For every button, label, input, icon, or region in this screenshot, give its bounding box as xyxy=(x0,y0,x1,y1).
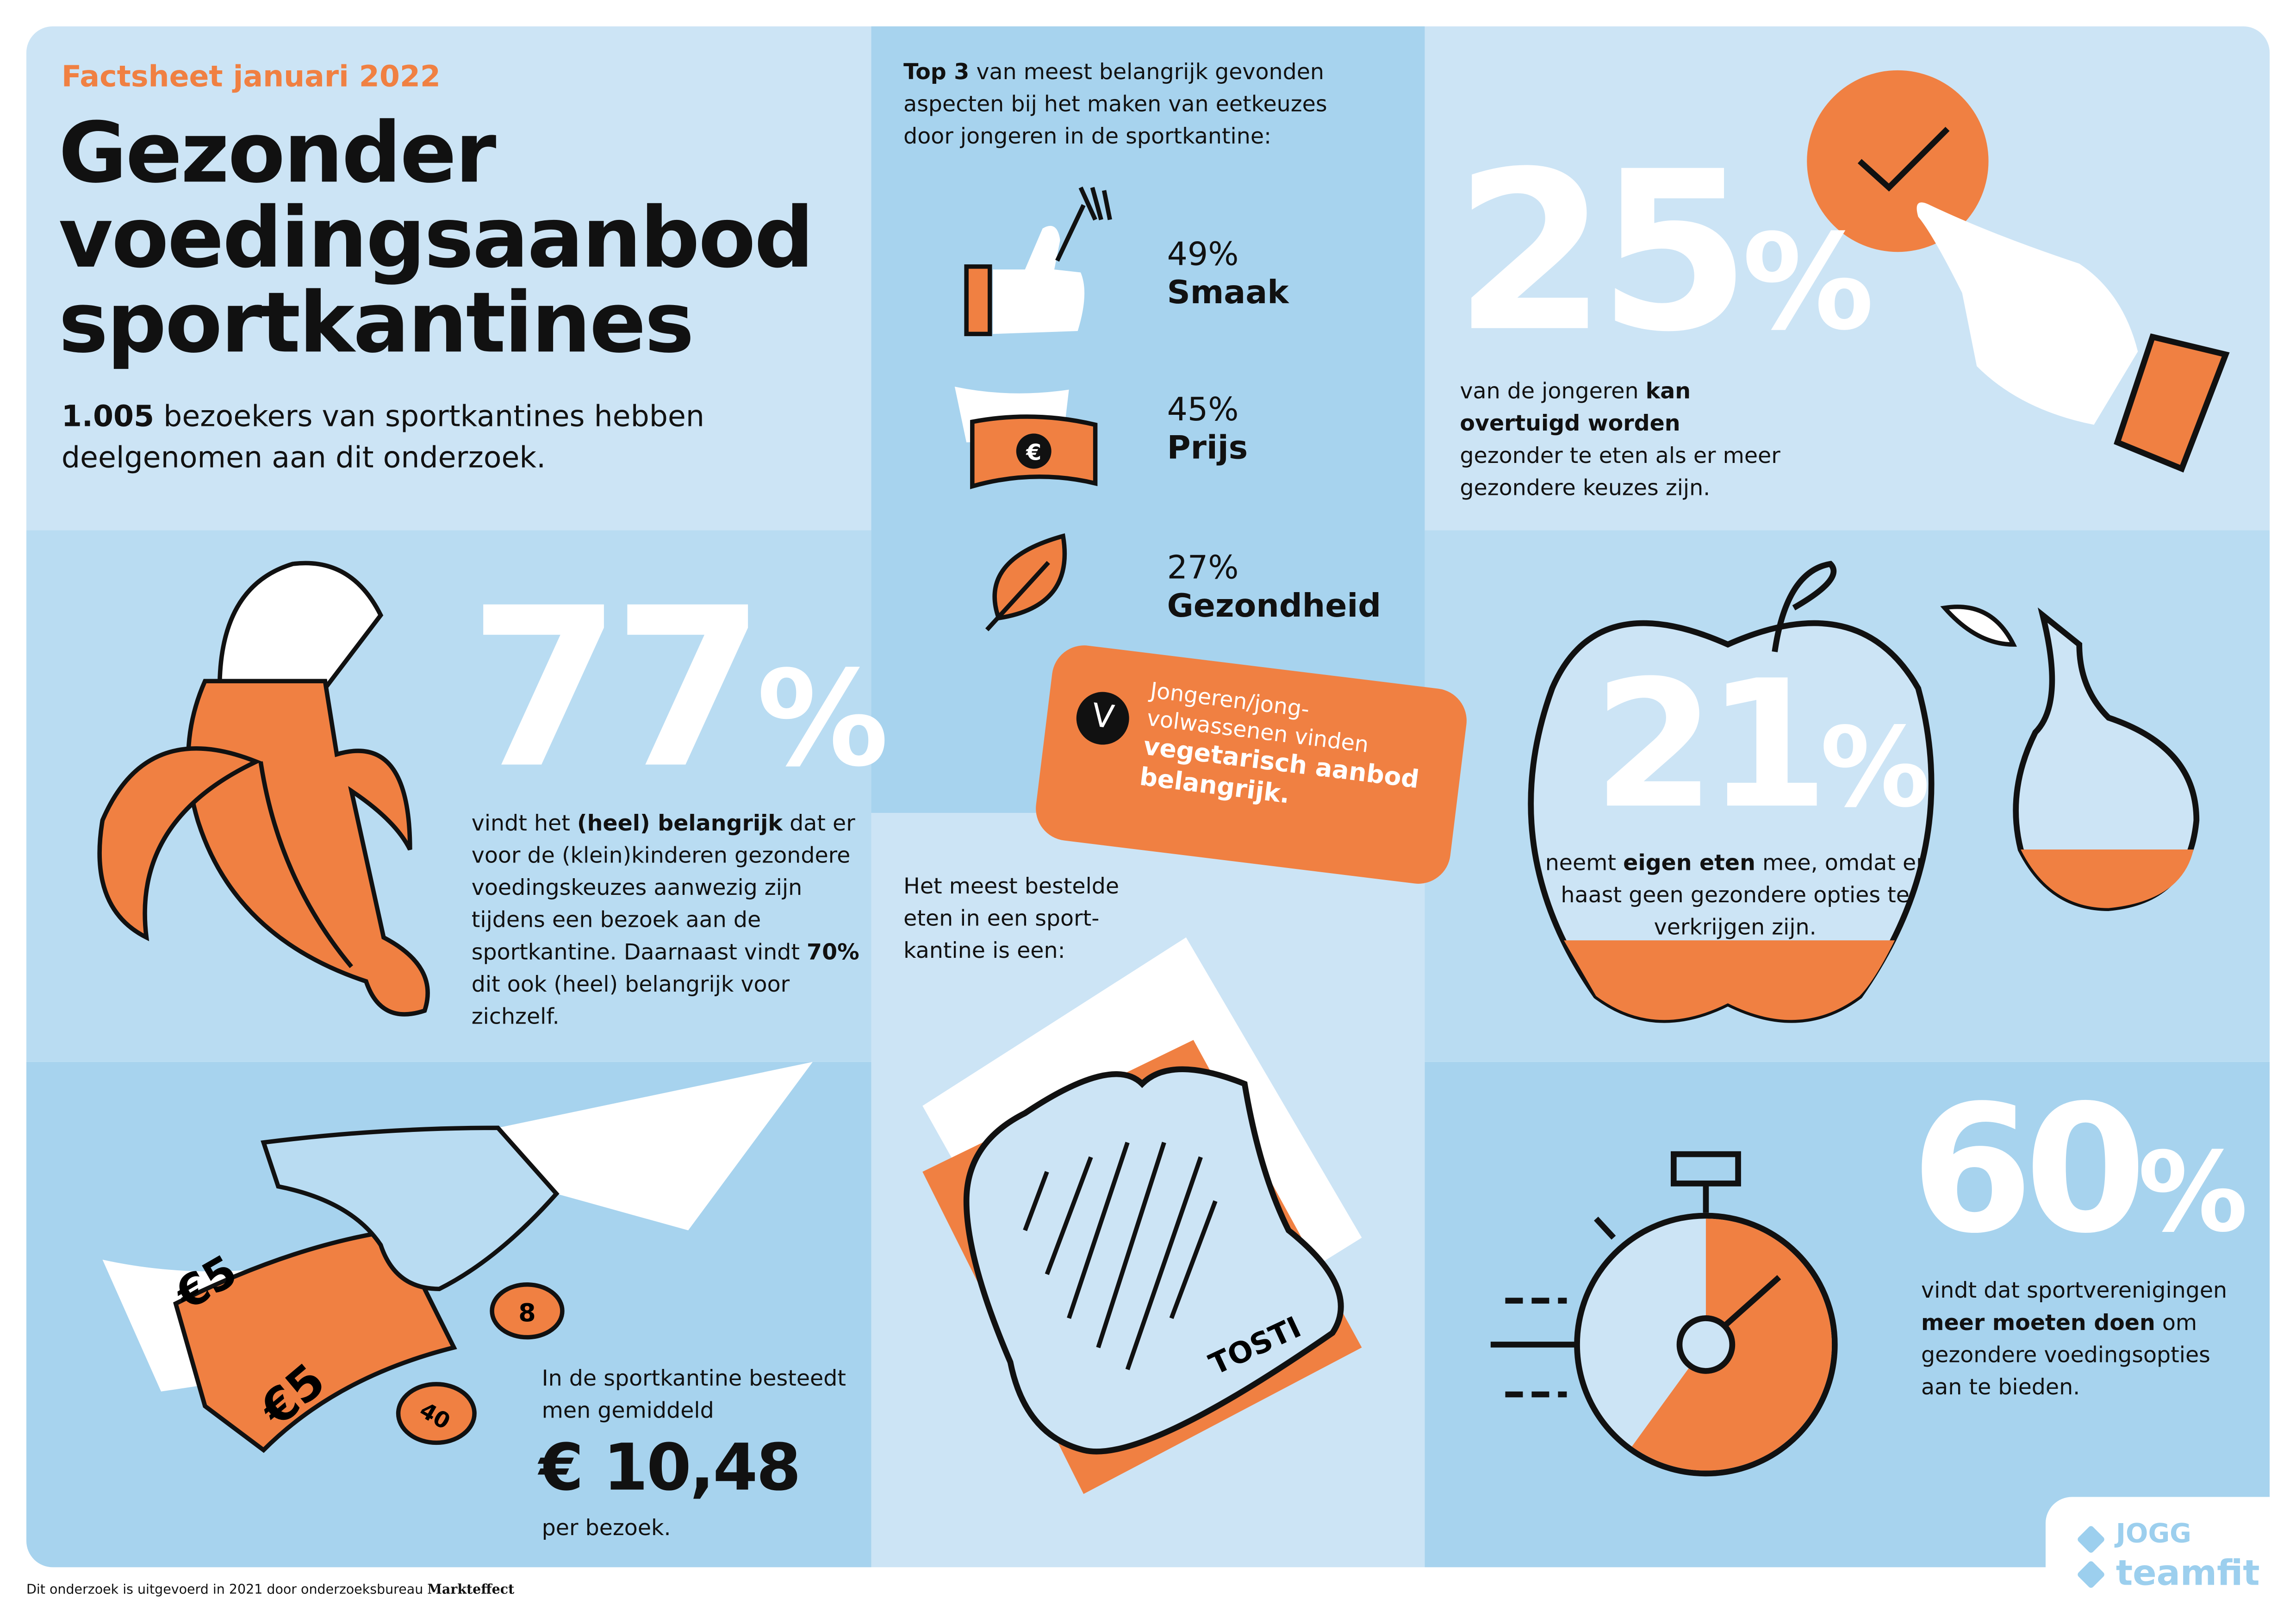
intro-text: 1.005 bezoekers van sportkantines hebben… xyxy=(61,398,704,475)
banana-icon xyxy=(97,561,430,1017)
kicker: Factsheet januari 2022 xyxy=(61,58,441,94)
title-line: voedingsaanbod xyxy=(58,190,814,287)
stat-25-value: 25% xyxy=(1454,126,1874,381)
spend-text: In de sportkantine besteedt men gemiddel… xyxy=(541,1365,846,1424)
logo-diamond-icon xyxy=(2076,1524,2106,1554)
stat-60-text: vindt dat sportverenigingen meer moeten … xyxy=(1921,1277,2228,1400)
top3-item: 49% Smaak xyxy=(1167,237,1289,312)
logo-diamond-icon xyxy=(2076,1560,2106,1589)
stat-77-text: vindt het (heel) belangrijk dat er voor … xyxy=(471,810,859,1030)
hand-money-icon: €5 €5 8 40 xyxy=(102,1062,813,1453)
stat-60-value: 60% xyxy=(1910,1069,2248,1273)
top3-item: 45% Prijs xyxy=(1167,392,1248,468)
apple-pear-icon xyxy=(1528,561,2200,1023)
stat-25-text: van de jongeren kan overtuigd worden gez… xyxy=(1460,378,1780,501)
coin-label: 8 xyxy=(518,1298,535,1327)
panel-60 xyxy=(1425,1062,2270,1568)
title-line: sportkantines xyxy=(58,275,695,372)
panel-intro xyxy=(26,26,871,531)
tosti-text: Het meest bestelde eten in een sport-kan… xyxy=(903,873,1120,964)
leaf-icon xyxy=(985,533,1067,631)
top3-item: 27% Gezondheid xyxy=(1167,550,1381,625)
svg-text:€: € xyxy=(1026,440,1041,465)
logo-jogg: JOGG xyxy=(2116,1518,2191,1550)
footer-note: Dit onderzoek is uitgevoerd in 2021 door… xyxy=(26,1583,515,1598)
euro-banknote-icon: € xyxy=(954,387,1098,489)
stat-21-value: 21% xyxy=(1593,644,1930,848)
logo-area: JOGG teamfit xyxy=(2045,1497,2280,1623)
vegetarian-icon: V xyxy=(1073,689,1132,748)
spend-suffix: per bezoek. xyxy=(541,1514,671,1541)
top3-intro: Top 3 van meest belangrijk gevonden aspe… xyxy=(903,58,1327,150)
stat-77-value: 77% xyxy=(468,562,889,818)
thumbs-up-fork-icon xyxy=(964,187,1112,337)
stat-21-text: neemt eigen eten mee, omdat er haast gee… xyxy=(1545,849,1925,941)
page-title: Gezonder voedingsaanbod sportkantines xyxy=(58,105,814,372)
checkmark-hand-icon xyxy=(1807,70,2230,473)
tosti-icon: TOSTI xyxy=(922,937,1362,1494)
logo-teamfit: teamfit xyxy=(2116,1552,2260,1594)
stopwatch-icon xyxy=(1490,1151,1838,1477)
vegetarian-text: Jongeren/jong-volwassenen vinden vegetar… xyxy=(1138,677,1421,811)
title-line: Gezonder xyxy=(58,105,497,202)
spend-amount: € 10,48 xyxy=(539,1431,801,1506)
